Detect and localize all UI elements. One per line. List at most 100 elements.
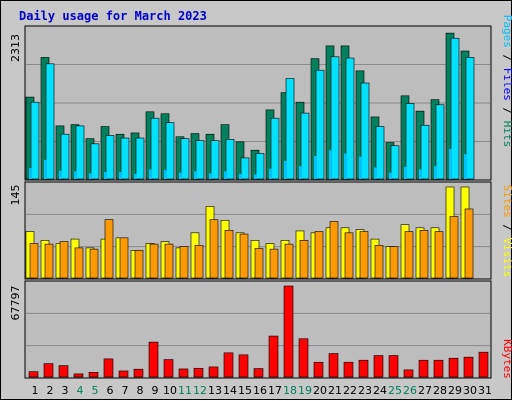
panel-middle: 145 Sites / Visits — [9, 181, 512, 280]
middle-bar-sites-day-30 — [464, 208, 474, 279]
top-bar-pages-day-13 — [209, 173, 212, 179]
panel-bottom-plot-area — [24, 280, 492, 379]
x-tick-label-3: 3 — [62, 384, 69, 397]
x-tick-label-6: 6 — [107, 384, 114, 397]
top-bar-pages-day-18 — [284, 161, 287, 179]
x-tick-label-11: 11 — [178, 384, 192, 397]
middle-bar-sites-day-10 — [164, 243, 174, 279]
middle-bar-sites-day-18 — [284, 243, 294, 279]
top-bar-pages-day-25 — [389, 172, 392, 179]
top-bar-pages-day-12 — [194, 171, 197, 179]
bottom-bar-kbytes-day-16 — [253, 368, 264, 378]
x-tick-label-2: 2 — [47, 384, 54, 397]
top-bar-files-day-26 — [405, 103, 415, 180]
top-bar-pages-day-29 — [449, 148, 452, 179]
x-tick-label-20: 20 — [313, 384, 327, 397]
x-tick-label-14: 14 — [223, 384, 237, 397]
top-bar-pages-day-22 — [344, 153, 347, 179]
top-bar-files-day-29 — [450, 37, 460, 180]
legend-top-part-4: Hits — [501, 121, 512, 148]
panel-top-bars — [25, 32, 490, 180]
top-bar-files-day-14 — [225, 139, 235, 180]
x-tick-label-24: 24 — [373, 384, 387, 397]
bottom-bar-kbytes-day-2 — [43, 363, 54, 378]
top-bar-files-day-1 — [30, 101, 40, 180]
x-tick-label-21: 21 — [328, 384, 342, 397]
top-bar-pages-day-27 — [419, 169, 422, 179]
x-tick-label-25: 25 — [388, 384, 402, 397]
x-tick-label-30: 30 — [463, 384, 477, 397]
top-bar-pages-day-11 — [179, 172, 182, 179]
top-bar-files-day-15 — [240, 157, 250, 180]
bottom-bar-kbytes-day-6 — [103, 358, 114, 378]
top-bar-files-day-17 — [270, 117, 280, 180]
top-bar-pages-day-3 — [59, 170, 62, 179]
top-bar-pages-day-16 — [254, 174, 257, 179]
bottom-bar-kbytes-day-13 — [208, 366, 219, 378]
bottom-bar-kbytes-day-18 — [283, 285, 294, 378]
x-tick-label-16: 16 — [253, 384, 267, 397]
panel-bottom-max-label: 67797 — [9, 286, 22, 321]
bottom-bar-kbytes-day-23 — [358, 359, 369, 378]
top-bar-files-day-19 — [300, 112, 310, 180]
x-tick-label-28: 28 — [433, 384, 447, 397]
top-bar-pages-day-24 — [374, 167, 377, 179]
top-bar-files-day-20 — [315, 69, 325, 180]
top-bar-files-day-10 — [165, 122, 175, 180]
x-tick-label-26: 26 — [403, 384, 417, 397]
top-bar-files-day-8 — [135, 137, 145, 180]
x-tick-label-23: 23 — [358, 384, 372, 397]
top-bar-files-day-6 — [105, 135, 115, 180]
top-bar-pages-day-6 — [104, 171, 107, 179]
panel-middle-bars — [25, 186, 490, 279]
bottom-bar-kbytes-day-10 — [163, 359, 174, 378]
top-bar-pages-day-15 — [239, 173, 242, 179]
x-tick-label-22: 22 — [343, 384, 357, 397]
x-tick-label-15: 15 — [238, 384, 252, 397]
bottom-bar-kbytes-day-29 — [448, 357, 459, 378]
x-tick-label-27: 27 — [418, 384, 432, 397]
top-bar-files-day-12 — [195, 140, 205, 180]
middle-bar-sites-day-29 — [449, 216, 459, 279]
bottom-bar-kbytes-day-8 — [133, 368, 144, 378]
middle-bar-sites-day-19 — [299, 240, 309, 279]
top-bar-files-day-5 — [90, 143, 100, 180]
middle-bar-sites-day-12 — [194, 245, 204, 279]
top-bar-pages-day-9 — [149, 169, 152, 179]
panel-top-max-label: 2313 — [9, 34, 22, 62]
bottom-bar-kbytes-day-14 — [223, 352, 234, 378]
top-bar-files-day-18 — [285, 78, 295, 180]
bottom-bar-kbytes-day-30 — [463, 356, 474, 378]
top-bar-pages-day-30 — [464, 154, 467, 179]
top-bar-pages-day-5 — [89, 173, 92, 179]
chart-title: Daily usage for March 2023 — [19, 9, 207, 23]
x-tick-label-5: 5 — [92, 384, 99, 397]
middle-bar-sites-day-21 — [329, 221, 339, 279]
panel-bottom-bars — [26, 285, 490, 378]
middle-bar-sites-day-17 — [269, 248, 279, 279]
legend-top-part-2: Files — [501, 68, 512, 101]
top-bar-files-day-11 — [180, 138, 190, 180]
bottom-bar-kbytes-day-19 — [298, 338, 309, 378]
bottom-bar-kbytes-day-1 — [28, 371, 39, 378]
bottom-bar-kbytes-day-17 — [268, 335, 279, 378]
bottom-bar-kbytes-day-3 — [58, 365, 69, 378]
top-bar-pages-day-10 — [164, 170, 167, 179]
top-bar-pages-day-17 — [269, 168, 272, 179]
x-tick-label-18: 18 — [283, 384, 297, 397]
top-bar-pages-day-2 — [44, 159, 47, 179]
panel-middle-legend: Sites / Visits — [501, 185, 512, 278]
legend-middle-part-0: Sites — [501, 185, 512, 218]
panel-middle-max-label: 145 — [9, 185, 22, 206]
bottom-bar-kbytes-day-27 — [418, 359, 429, 378]
middle-bar-sites-day-7 — [119, 237, 129, 279]
x-tick-label-31: 31 — [478, 384, 492, 397]
x-tick-label-10: 10 — [163, 384, 177, 397]
bottom-bar-kbytes-day-22 — [343, 361, 354, 378]
middle-bar-sites-day-23 — [359, 231, 369, 279]
middle-bar-sites-day-4 — [74, 247, 84, 279]
x-tick-label-12: 12 — [193, 384, 207, 397]
x-tick-label-17: 17 — [268, 384, 282, 397]
